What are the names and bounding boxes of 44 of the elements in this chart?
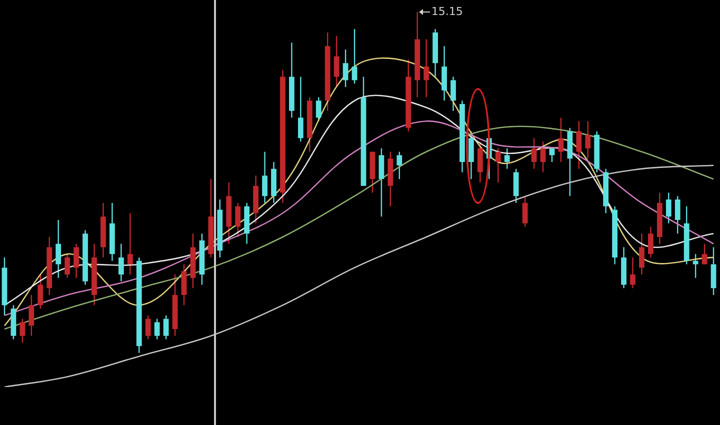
candlestick	[674, 195, 680, 234]
candlestick	[692, 253, 698, 279]
candlestick	[64, 253, 70, 279]
candlestick	[424, 38, 430, 98]
candlestick	[495, 148, 501, 184]
candlestick	[513, 168, 519, 204]
candlestick	[118, 243, 124, 282]
candlestick	[316, 96, 322, 122]
candlestick	[163, 314, 169, 340]
candlestick	[298, 76, 304, 142]
candlestick	[477, 140, 483, 184]
candlestick	[558, 117, 564, 163]
candlestick	[710, 246, 716, 296]
candlestick	[127, 212, 133, 276]
annotation: 15.15	[431, 4, 463, 18]
candlestick	[450, 76, 456, 112]
candlestick	[639, 232, 644, 276]
candlestick	[666, 192, 672, 224]
candlestick	[531, 138, 537, 170]
candlestick	[342, 48, 348, 88]
candlestick	[576, 120, 582, 170]
candlestick	[648, 226, 654, 258]
candlestick	[468, 130, 474, 180]
candlestick	[56, 219, 62, 279]
candlestick	[28, 294, 34, 336]
candlestick	[20, 318, 26, 344]
candlestick	[396, 151, 402, 180]
candlestick	[442, 45, 447, 102]
candlestick	[630, 256, 636, 289]
candlestick	[540, 140, 546, 173]
candlestick	[504, 148, 510, 170]
candlestick	[154, 318, 160, 340]
candlestick	[352, 28, 358, 84]
candlestick	[702, 243, 708, 265]
candlestick	[38, 274, 44, 310]
candlestick	[522, 195, 528, 228]
candlestick	[585, 120, 591, 160]
candlestick	[145, 314, 151, 340]
candlestick	[74, 243, 79, 279]
candlestick	[181, 264, 187, 306]
candlestick	[262, 151, 268, 204]
candlestick	[334, 35, 340, 88]
candlestick	[235, 202, 241, 238]
candlestick	[378, 148, 384, 218]
